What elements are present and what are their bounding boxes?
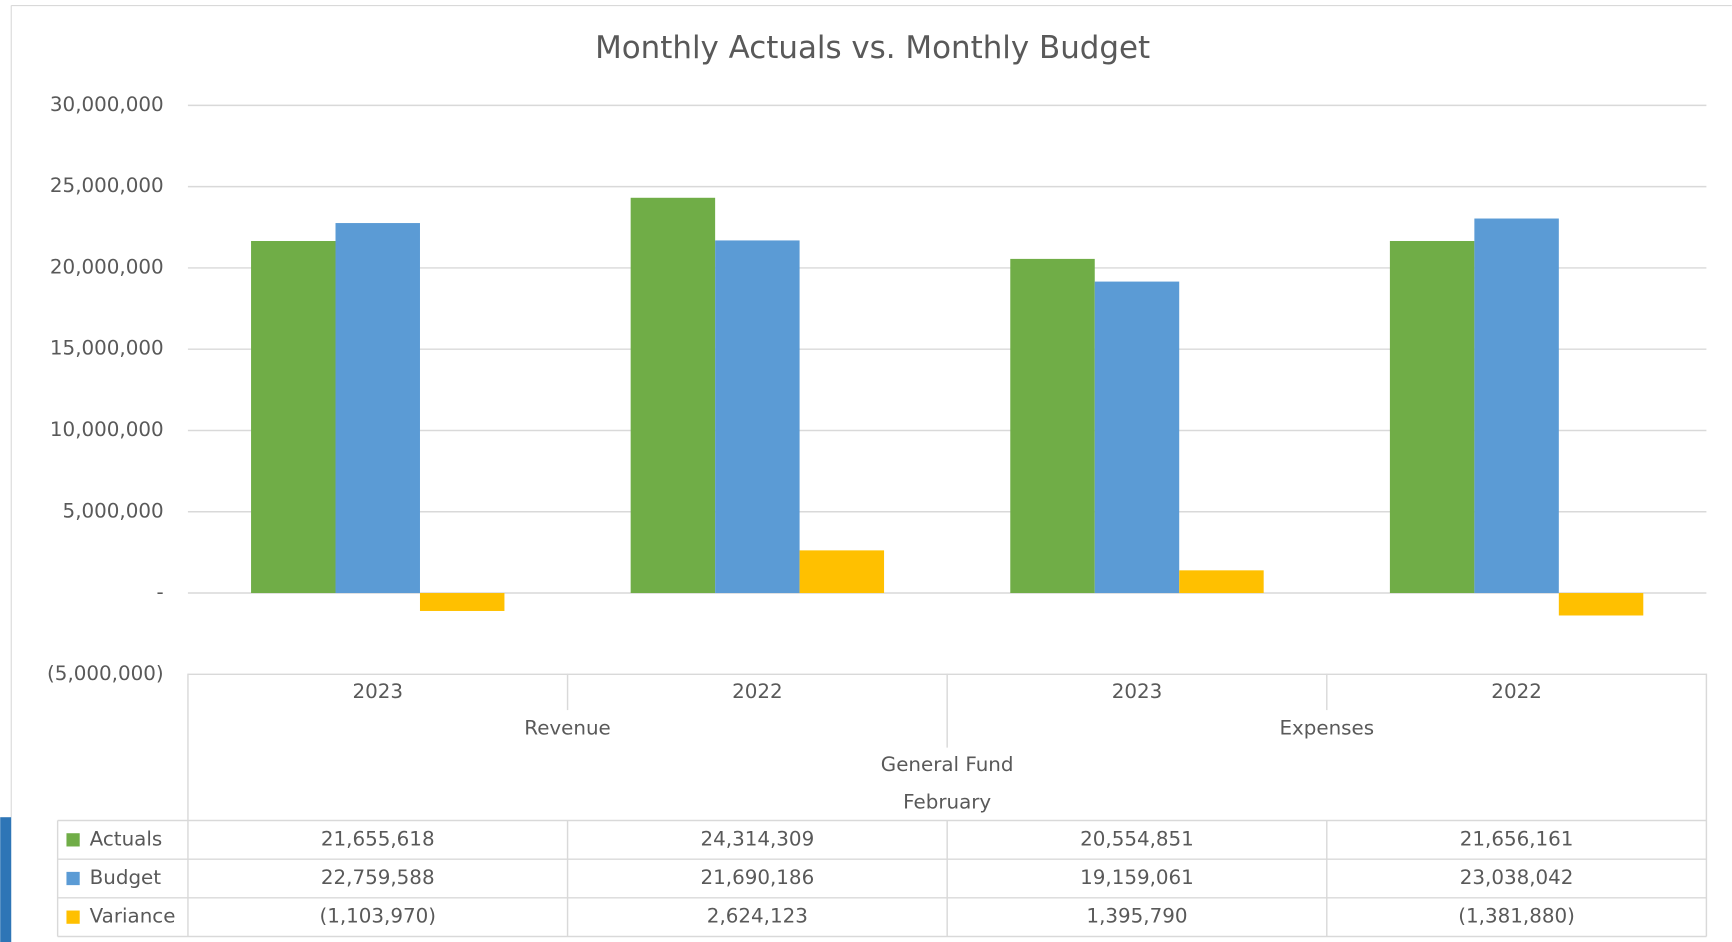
fund-label: General Fund [881, 753, 1014, 776]
x-tick-label: 2022 [732, 680, 783, 703]
y-tick-label: 25,000,000 [50, 174, 164, 197]
y-tick-label: - [156, 581, 163, 604]
group-label: Revenue [524, 716, 611, 739]
legend-label: Variance [90, 905, 176, 928]
table-value: 19,159,061 [1080, 866, 1194, 889]
y-tick-label: 15,000,000 [50, 337, 164, 360]
bar [715, 240, 800, 594]
table-value: (1,381,880) [1458, 905, 1575, 928]
table-value: 21,655,618 [321, 827, 435, 850]
x-tick-label: 2023 [352, 680, 403, 703]
x-tick-label: 2022 [1491, 680, 1542, 703]
bar [1179, 570, 1264, 594]
bar [1010, 258, 1095, 594]
y-tick-label: 5,000,000 [63, 499, 164, 522]
chart-title: Monthly Actuals vs. Monthly Budget [595, 30, 1150, 66]
legend-label: Actuals [90, 827, 163, 850]
bar [1558, 593, 1644, 616]
bar [630, 197, 716, 594]
table-value: 24,314,309 [701, 827, 815, 850]
bar [799, 550, 885, 594]
y-tick-label: 20,000,000 [50, 255, 164, 278]
table-value: 21,690,186 [701, 866, 815, 889]
bar [1474, 218, 1559, 594]
x-tick-label: 2023 [1112, 680, 1163, 703]
table-value: 20,554,851 [1080, 827, 1194, 850]
group-label: Expenses [1279, 716, 1374, 739]
table-value: 23,038,042 [1460, 866, 1574, 889]
table-value: 21,656,161 [1460, 827, 1574, 850]
y-tick-label: 10,000,000 [50, 418, 164, 441]
table-value: 22,759,588 [321, 866, 435, 889]
bar [335, 223, 420, 594]
bar [1389, 240, 1475, 594]
legend-label: Budget [90, 866, 162, 889]
table-value: (1,103,970) [319, 905, 436, 928]
y-tick-label: 30,000,000 [50, 93, 164, 116]
window-edge [0, 817, 12, 942]
bar [1094, 281, 1180, 594]
legend-key [66, 833, 80, 847]
table-value: 2,624,123 [707, 905, 808, 928]
bar [419, 593, 505, 611]
legend-key [66, 871, 80, 886]
y-tick-label: (5,000,000) [47, 662, 164, 685]
legend-key [66, 910, 80, 924]
month-label: February [903, 790, 991, 813]
bar [251, 240, 336, 594]
table-value: 1,395,790 [1086, 905, 1187, 928]
